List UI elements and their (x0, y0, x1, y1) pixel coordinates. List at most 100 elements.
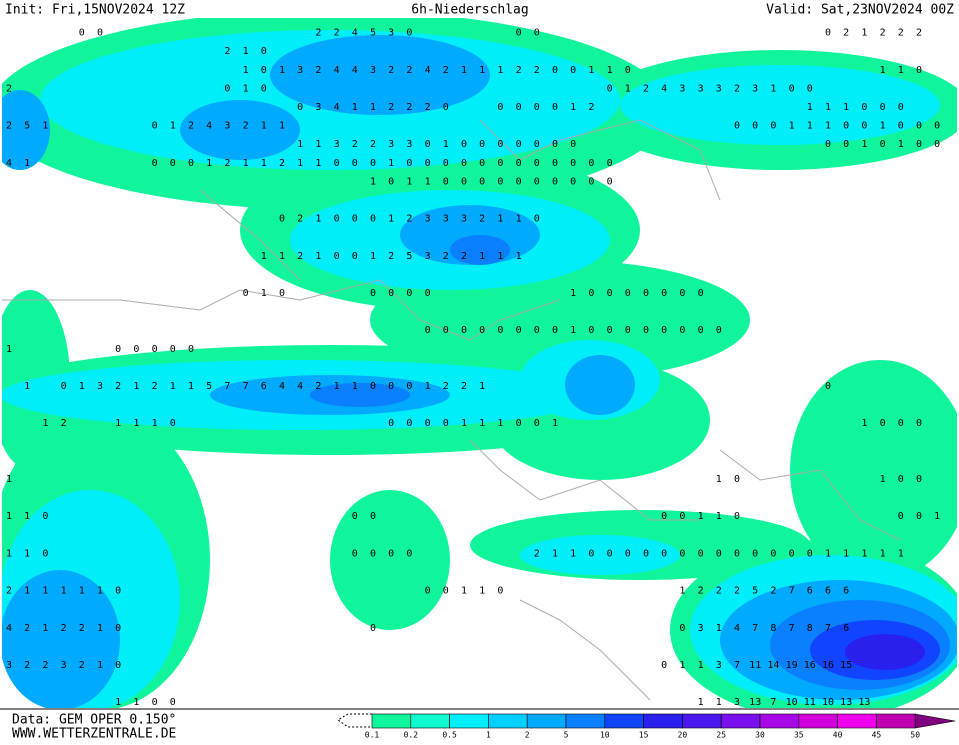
grid-value: 0 (497, 158, 503, 169)
grid-value: 1 (133, 418, 139, 429)
grid-value: 2 (643, 83, 649, 94)
grid-value: 1 (807, 102, 813, 113)
grid-value: 1 (243, 158, 249, 169)
legend-label: 0.1 (365, 731, 380, 740)
grid-value: 0 (661, 288, 667, 299)
grid-value: 0 (625, 325, 631, 336)
grid-value: 0 (261, 65, 267, 76)
precipitation-field (2, 18, 957, 708)
grid-value: 2 (315, 65, 321, 76)
grid-value: 19 (786, 660, 798, 671)
grid-value: 0 (534, 325, 540, 336)
grid-value: 1 (115, 418, 121, 429)
legend-label: 15 (639, 731, 649, 740)
grid-value: 1 (243, 65, 249, 76)
legend-label: 10 (600, 731, 610, 740)
grid-value: 4 (279, 381, 285, 392)
grid-value: 0 (133, 344, 139, 355)
grid-value: 4 (334, 65, 340, 76)
grid-value: 1 (698, 660, 704, 671)
grid-value: 3 (315, 102, 321, 113)
grid-value: 2 (388, 251, 394, 262)
grid-value: 0 (334, 158, 340, 169)
legend-swatch (526, 713, 567, 729)
grid-value: 3 (388, 139, 394, 150)
grid-value: 7 (789, 586, 795, 597)
grid-value: 0 (443, 102, 449, 113)
grid-value: 2 (6, 121, 12, 132)
grid-value: 1 (679, 660, 685, 671)
grid-value: 6 (261, 381, 267, 392)
grid-value: 0 (552, 139, 558, 150)
grid-value: 1 (934, 511, 940, 522)
grid-value: 6 (843, 623, 849, 634)
grid-value: 1 (133, 697, 139, 708)
grid-value: 2 (6, 586, 12, 597)
grid-value: 8 (807, 623, 813, 634)
grid-value: 3 (297, 65, 303, 76)
grid-value: 0 (679, 325, 685, 336)
grid-value: 7 (734, 660, 740, 671)
grid-value: 1 (497, 214, 503, 225)
grid-value: 0 (406, 28, 412, 39)
grid-value: 1 (170, 121, 176, 132)
grid-value: 11 (804, 697, 816, 708)
grid-value: 2 (406, 65, 412, 76)
grid-value: 15 (840, 660, 852, 671)
grid-value: 0 (443, 176, 449, 187)
grid-value: 7 (789, 623, 795, 634)
grid-value: 2 (61, 418, 67, 429)
grid-value: 0 (880, 139, 886, 150)
grid-value: 1 (170, 381, 176, 392)
grid-value: 2 (388, 102, 394, 113)
grid-value: 3 (461, 214, 467, 225)
grid-value: 16 (804, 660, 816, 671)
grid-value: 0 (825, 28, 831, 39)
grid-value: 1 (261, 288, 267, 299)
grid-value: 0 (425, 158, 431, 169)
grid-value: 2 (770, 586, 776, 597)
legend-swatch (488, 713, 528, 729)
grid-value: 1 (825, 121, 831, 132)
grid-value: 1 (461, 586, 467, 597)
legend-label: 45 (872, 731, 882, 740)
grid-value: 0 (734, 548, 740, 559)
grid-value: 0 (916, 511, 922, 522)
grid-value: 1 (825, 548, 831, 559)
grid-value: 0 (406, 288, 412, 299)
legend-swatch (565, 713, 606, 729)
grid-value: 11 (749, 660, 761, 671)
grid-value: 0 (734, 474, 740, 485)
grid-value: 0 (224, 83, 230, 94)
grid-value: 0 (661, 548, 667, 559)
grid-value: 4 (352, 65, 358, 76)
grid-value: 2 (734, 83, 740, 94)
grid-value: 2 (152, 381, 158, 392)
grid-value: 0 (497, 176, 503, 187)
grid-value: 0 (497, 102, 503, 113)
grid-value: 0 (607, 325, 613, 336)
grid-value: 3 (679, 83, 685, 94)
grid-value: 1 (588, 65, 594, 76)
grid-value: 0 (552, 65, 558, 76)
legend-label: 1 (486, 731, 491, 740)
grid-value: 1 (825, 102, 831, 113)
header-bar (0, 0, 959, 18)
grid-value: 0 (534, 214, 540, 225)
grid-value: 0 (916, 121, 922, 132)
grid-value: 0 (607, 288, 613, 299)
grid-value: 0 (388, 548, 394, 559)
grid-value: 0 (388, 418, 394, 429)
grid-value: 1 (406, 176, 412, 187)
grid-value: 0 (661, 660, 667, 671)
grid-value: 1 (261, 158, 267, 169)
grid-value: 1 (42, 623, 48, 634)
grid-value: 0 (898, 474, 904, 485)
grid-value: 1 (279, 121, 285, 132)
grid-value: 1 (315, 251, 321, 262)
grid-value: 1 (570, 288, 576, 299)
grid-labels: 0 0 2 2 4 5 3 0 0 0 0 2 1 2 2 22 1 01 0 1 3 2 4 4 3 2 2 4 2 1 1 1 2 2 0 0 1 1… (6, 28, 940, 709)
grid-value: 0 (170, 158, 176, 169)
grid-value: 1 (479, 65, 485, 76)
grid-value: 0 (352, 511, 358, 522)
